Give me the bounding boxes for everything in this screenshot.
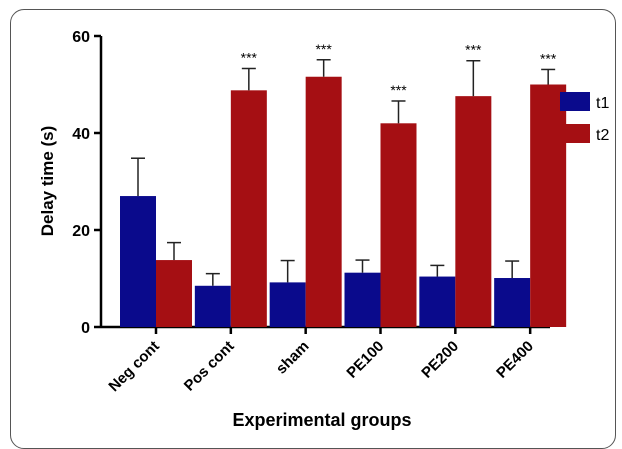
bar-t1 <box>419 276 456 327</box>
y-tick-label: 40 <box>72 126 90 143</box>
x-tick-label: PE200 <box>418 338 462 382</box>
y-tick-label: 20 <box>72 223 90 240</box>
legend-label-t2: t2 <box>596 127 609 144</box>
bar-t2 <box>455 96 492 327</box>
bar-t1 <box>494 278 531 327</box>
x-tick-label: Neg cont <box>105 338 162 395</box>
x-tick-label: PE400 <box>493 338 537 382</box>
x-tick-label: sham <box>273 338 313 378</box>
x-axis-title: Experimental groups <box>232 410 411 430</box>
y-tick-label: 0 <box>81 320 90 337</box>
significance-label: *** <box>315 41 332 57</box>
legend-label-t1: t1 <box>596 95 609 112</box>
y-axis-title: Delay time (s) <box>38 126 57 237</box>
bar-t1 <box>194 285 231 327</box>
x-tick-label: Pos cont <box>181 338 238 395</box>
bar-t2 <box>230 90 267 327</box>
bar-chart: 0 20 40 60 Neg cont *** Pos cont *** sham *** PE10… <box>38 29 609 430</box>
bar-t2 <box>380 123 417 327</box>
significance-label: *** <box>241 49 258 65</box>
significance-label: *** <box>390 82 407 98</box>
bar-t2 <box>530 84 567 327</box>
bar-t2 <box>305 76 342 328</box>
legend-swatch-t1 <box>560 92 590 111</box>
bar-t2 <box>156 260 192 327</box>
legend-swatch-t2 <box>560 124 590 143</box>
bar-t1 <box>120 196 156 327</box>
bar-t1 <box>269 282 306 327</box>
bar-t1 <box>344 272 381 327</box>
significance-label: *** <box>465 42 482 58</box>
y-tick-label: 60 <box>72 29 90 46</box>
x-tick-label: PE100 <box>343 338 387 382</box>
significance-label: *** <box>540 50 557 66</box>
